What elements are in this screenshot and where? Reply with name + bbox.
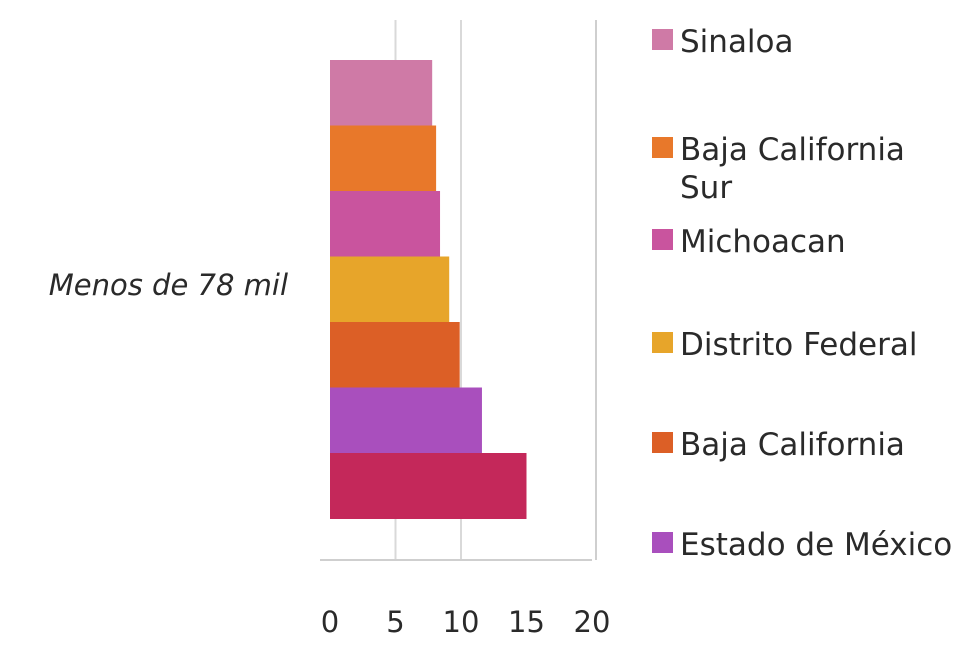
legend-swatch xyxy=(652,532,673,553)
legend-label: Michoacan xyxy=(680,224,846,260)
legend-label: Distrito Federal xyxy=(680,327,917,363)
legend-item: Estado de México xyxy=(652,527,952,563)
bar xyxy=(330,387,482,454)
legend-swatch xyxy=(652,332,673,353)
legend-label: Estado de México xyxy=(680,527,952,563)
legend-swatch xyxy=(652,29,673,50)
legend-swatch xyxy=(652,137,673,158)
x-tick-label: 20 xyxy=(574,605,611,639)
bar xyxy=(330,125,437,192)
legend-item: Distrito Federal xyxy=(652,327,917,363)
legend-swatch xyxy=(652,229,673,250)
bar xyxy=(330,322,460,388)
legend-item: Baja California xyxy=(652,427,905,463)
bar xyxy=(330,453,527,519)
x-axis-ticks: 0 5 10 15 20 xyxy=(321,605,611,639)
legend: Sinaloa Baja California Sur Michoacan Distri… xyxy=(652,24,952,563)
legend-swatch xyxy=(652,432,673,453)
legend-label: Sinaloa xyxy=(680,24,794,60)
legend-item: Baja California Sur xyxy=(652,132,905,206)
legend-label: Baja California Sur xyxy=(680,132,905,206)
x-tick-label: 0 xyxy=(321,605,339,639)
legend-item: Michoacan xyxy=(652,224,846,260)
category-label: Menos de 78 mil xyxy=(49,268,288,302)
x-tick-label: 15 xyxy=(508,605,545,639)
bar xyxy=(330,60,433,126)
x-tick-label: 5 xyxy=(386,605,404,639)
bar xyxy=(330,191,441,257)
legend-item: Sinaloa xyxy=(652,24,794,60)
legend-label: Baja California xyxy=(680,427,905,463)
bars xyxy=(330,60,527,519)
x-tick-label: 10 xyxy=(443,605,480,639)
bar xyxy=(330,256,450,323)
